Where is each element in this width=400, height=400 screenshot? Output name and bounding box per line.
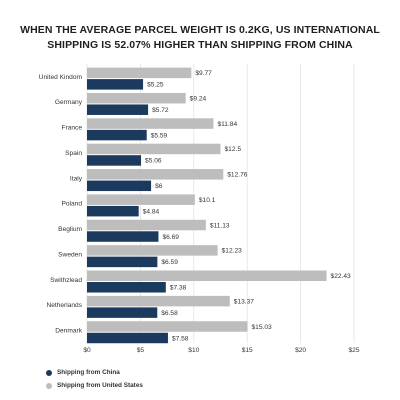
category-label: Beglium bbox=[58, 226, 82, 233]
bar-china bbox=[87, 231, 159, 242]
data-label-us: $12.76 bbox=[227, 172, 248, 179]
data-label-china: $5.25 bbox=[147, 82, 164, 89]
data-label-us: $13.37 bbox=[234, 298, 255, 305]
data-label-china: $6 bbox=[155, 183, 163, 190]
bar-us bbox=[87, 92, 186, 104]
bar-china bbox=[87, 129, 147, 141]
bar-us bbox=[87, 118, 214, 129]
data-label-us: $12.5 bbox=[225, 146, 242, 153]
data-label-us: $9.77 bbox=[195, 70, 212, 77]
bar-china bbox=[87, 205, 139, 217]
data-label-china: $5.72 bbox=[152, 107, 169, 114]
bar-us bbox=[87, 270, 327, 282]
category-label: Sweden bbox=[58, 251, 82, 258]
bar-us bbox=[87, 194, 195, 205]
bar-china bbox=[87, 307, 158, 318]
bar-china bbox=[87, 256, 158, 268]
category-label: Netherlands bbox=[46, 302, 82, 309]
category-label: France bbox=[61, 125, 82, 132]
bar-china bbox=[87, 332, 168, 344]
category-label: Italy bbox=[70, 175, 83, 182]
category-label: Swithzlead bbox=[50, 277, 82, 284]
bar-china bbox=[87, 79, 144, 90]
bar-china bbox=[87, 282, 166, 293]
legend-item-china: Shipping from China bbox=[46, 366, 143, 379]
legend-swatch-us bbox=[46, 382, 52, 389]
data-label-china: $6.69 bbox=[162, 234, 179, 241]
x-tick-label: $0 bbox=[83, 347, 91, 354]
x-tick-label: $10 bbox=[188, 347, 199, 354]
data-label-us: $11.13 bbox=[210, 222, 230, 229]
legend-swatch-china bbox=[46, 369, 52, 376]
category-label: Germany bbox=[55, 99, 83, 106]
bar-us bbox=[87, 245, 218, 256]
x-tick-label: $25 bbox=[348, 347, 359, 354]
legend-item-us: Shipping from United States bbox=[46, 379, 143, 392]
bar-us bbox=[87, 67, 192, 79]
bar-us bbox=[87, 169, 224, 180]
data-label-us: $11.84 bbox=[217, 121, 237, 128]
data-label-us: $10.1 bbox=[199, 197, 216, 204]
bar-us bbox=[87, 321, 248, 332]
bar-china bbox=[87, 180, 152, 192]
category-label: Spain bbox=[65, 150, 82, 157]
bar-us bbox=[87, 295, 230, 307]
data-label-china: $6.58 bbox=[161, 310, 178, 317]
data-label-china: $7.58 bbox=[172, 335, 189, 342]
data-label-us: $9.24 bbox=[190, 96, 207, 103]
data-label-china: $6.59 bbox=[161, 259, 178, 266]
x-tick-label: $20 bbox=[295, 347, 306, 354]
bar-china bbox=[87, 155, 142, 166]
data-label-china: $5.06 bbox=[145, 158, 162, 165]
data-label-china: $7.38 bbox=[170, 285, 187, 292]
data-label-us: $22.43 bbox=[331, 273, 352, 280]
category-label: United Kindom bbox=[39, 74, 83, 81]
data-label-us: $15.03 bbox=[252, 324, 273, 331]
category-label: Denmark bbox=[55, 328, 82, 335]
legend: Shipping from China Shipping from United… bbox=[46, 366, 143, 392]
bar-us bbox=[87, 219, 206, 231]
chart-title: WHEN THE AVERAGE PARCEL WEIGHT IS 0.2KG,… bbox=[20, 24, 380, 51]
bar-china bbox=[87, 104, 149, 115]
bar-us bbox=[87, 143, 221, 155]
data-label-china: $5.59 bbox=[151, 132, 168, 139]
category-label: Poland bbox=[61, 201, 82, 208]
legend-label-china: Shipping from China bbox=[57, 369, 120, 376]
x-tick-label: $5 bbox=[137, 347, 145, 354]
legend-label-us: Shipping from United States bbox=[57, 382, 143, 389]
data-label-china: $4.84 bbox=[143, 208, 160, 215]
data-label-us: $12.23 bbox=[222, 248, 243, 255]
x-tick-label: $15 bbox=[242, 347, 253, 354]
